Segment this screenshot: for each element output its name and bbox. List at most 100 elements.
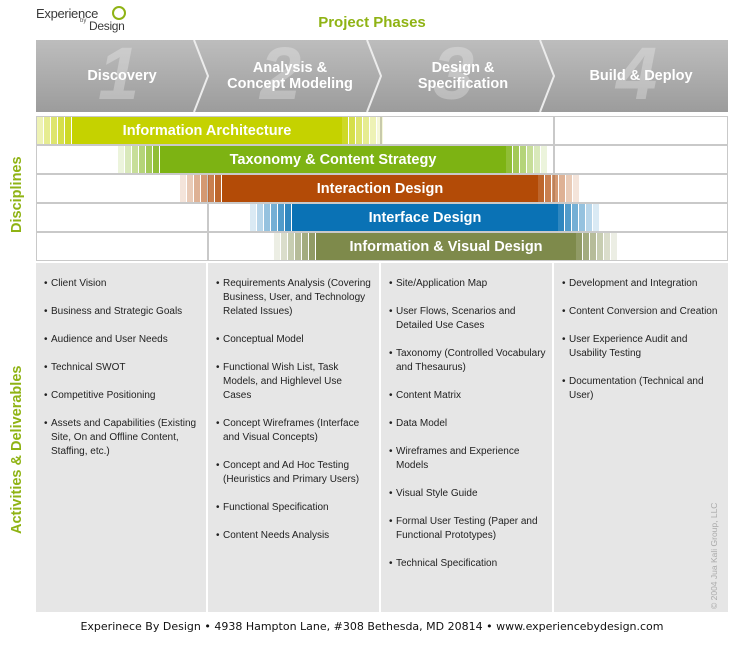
discipline-fade-segment xyxy=(118,146,124,173)
activities-deliverables-label: Activities & Deliverables xyxy=(9,365,25,534)
discipline-fade-segment xyxy=(506,146,512,173)
list-item: Concept Wireframes (Interface and Visual… xyxy=(216,417,373,445)
list-item: User Experience Audit and Usability Test… xyxy=(562,333,722,361)
list-item: Audience and User Needs xyxy=(44,333,200,347)
discipline-fade-segment xyxy=(285,204,291,231)
list-item: Formal User Testing (Paper and Functiona… xyxy=(389,515,546,543)
phase-4-label: Build & Deploy xyxy=(589,68,693,84)
phase-1-label: Discovery xyxy=(87,68,157,84)
list-item: Technical SWOT xyxy=(44,361,200,375)
logo-text-by: by xyxy=(80,18,87,24)
grid-cell xyxy=(36,203,208,232)
phase-arrow-3 xyxy=(367,40,554,112)
phase-3-label: Design & Specification xyxy=(381,40,545,112)
phase-2: 2 Analysis & Concept Modeling xyxy=(208,37,381,112)
discipline-fade-segment xyxy=(534,146,540,173)
phases-banner: 1 Discovery 2 Analysis & Concept Modeling… xyxy=(36,32,728,115)
discipline-fade-segment xyxy=(370,117,376,144)
discipline-fade-segment xyxy=(538,175,544,202)
discipline-fade-segment xyxy=(363,117,369,144)
list-item: Technical Specification xyxy=(389,557,546,571)
list-item: Documentation (Technical and User) xyxy=(562,375,722,403)
discipline-fade-segment xyxy=(51,117,57,144)
list-item: Client Vision xyxy=(44,277,200,291)
discipline-label: Interface Design xyxy=(368,209,482,226)
discipline-fade-segment xyxy=(125,146,131,173)
list-item: Conceptual Model xyxy=(216,333,373,347)
discipline-fade-segment xyxy=(566,175,572,202)
phase-arrow-4 xyxy=(540,40,728,112)
discipline-fade-segment xyxy=(576,233,582,260)
list-item: Content Needs Analysis xyxy=(216,529,373,543)
grid-cell xyxy=(554,203,728,232)
discipline-label: Information & Visual Design xyxy=(349,238,543,255)
discipline-fade-segment xyxy=(513,146,519,173)
discipline-fade-segment xyxy=(274,233,280,260)
discipline-fade-segment xyxy=(604,233,610,260)
discipline-fade-segment xyxy=(572,204,578,231)
discipline-fade-segment xyxy=(597,233,603,260)
discipline-fade-segment xyxy=(545,175,551,202)
logo-text-design: Design xyxy=(89,19,125,33)
discipline-fade-segment xyxy=(201,175,207,202)
deliverables-list-3: Site/Application Map User Flows, Scenario… xyxy=(381,263,552,571)
discipline-bar-interface-design: Interface Design xyxy=(292,204,558,231)
discipline-fade-segment xyxy=(565,204,571,231)
logo-ring-icon xyxy=(112,6,126,20)
list-item: Functional Specification xyxy=(216,501,373,515)
discipline-bar-information-visual-design: Information & Visual Design xyxy=(316,233,576,260)
discipline-fade-segment xyxy=(132,146,138,173)
discipline-fade-segment xyxy=(593,204,599,231)
phase-arrow-1 xyxy=(36,40,208,112)
grid-cell xyxy=(36,232,208,261)
discipline-fade-segment xyxy=(264,204,270,231)
list-item: Competitive Positioning xyxy=(44,389,200,403)
grid-cell xyxy=(554,174,728,203)
discipline-fade-segment xyxy=(215,175,221,202)
discipline-fade-segment xyxy=(187,175,193,202)
list-item: Data Model xyxy=(389,417,546,431)
list-item: Development and Integration xyxy=(562,277,722,291)
discipline-fade-segment xyxy=(65,117,71,144)
copyright-text: © 2004 Jua Kali Group, LLC xyxy=(709,502,719,609)
list-item: Wireframes and Experience Models xyxy=(389,445,546,473)
discipline-fade-segment xyxy=(349,117,355,144)
discipline-fade-segment xyxy=(541,146,547,173)
list-item: Concept and Ad Hoc Testing (Heuristics a… xyxy=(216,459,373,487)
phase-3-number: 3 xyxy=(433,32,475,115)
discipline-fade-segment xyxy=(295,233,301,260)
disciplines-label: Disciplines xyxy=(9,156,25,233)
disciplines-grid: Information Architecture Taxonomy & Conte… xyxy=(36,116,728,261)
discipline-label: Taxonomy & Content Strategy xyxy=(229,151,437,168)
discipline-fade-segment xyxy=(44,117,50,144)
deliverables-list-1: Client Vision Business and Strategic Goal… xyxy=(36,263,206,459)
column-build: Development and Integration Content Conve… xyxy=(554,263,728,612)
discipline-fade-segment xyxy=(288,233,294,260)
discipline-fade-segment xyxy=(579,204,585,231)
discipline-fade-segment xyxy=(58,117,64,144)
list-item: Assets and Capabilities (Existing Site, … xyxy=(44,417,200,459)
phase-3-label-text: Design & Specification xyxy=(417,60,509,92)
discipline-fade-segment xyxy=(139,146,145,173)
phase-2-label: Analysis & Concept Modeling xyxy=(208,40,372,112)
discipline-label: Information Architecture xyxy=(122,122,292,139)
phase-1: 1 Discovery xyxy=(36,32,208,115)
discipline-bar-interaction-design: Interaction Design xyxy=(222,175,538,202)
phase-1-number: 1 xyxy=(98,32,140,115)
list-item: Content Conversion and Creation xyxy=(562,305,722,319)
discipline-fade-segment xyxy=(520,146,526,173)
footer-address: Experinece By Design • 4938 Hampton Lane… xyxy=(80,620,664,633)
discipline-bar-information-architecture: Information Architecture xyxy=(72,117,342,144)
deliverables-list-2: Requirements Analysis (Covering Business… xyxy=(208,263,379,543)
list-item: Site/Application Map xyxy=(389,277,546,291)
list-item: Visual Style Guide xyxy=(389,487,546,501)
discipline-fade-segment xyxy=(281,233,287,260)
grid-cell xyxy=(554,145,728,174)
discipline-fade-segment xyxy=(278,204,284,231)
discipline-label: Interaction Design xyxy=(316,180,444,197)
phase-arrow-2 xyxy=(194,40,381,112)
list-item: Business and Strategic Goals xyxy=(44,305,200,319)
discipline-fade-segment xyxy=(208,175,214,202)
phase-arrows-graphic xyxy=(36,40,728,112)
discipline-fade-segment xyxy=(356,117,362,144)
